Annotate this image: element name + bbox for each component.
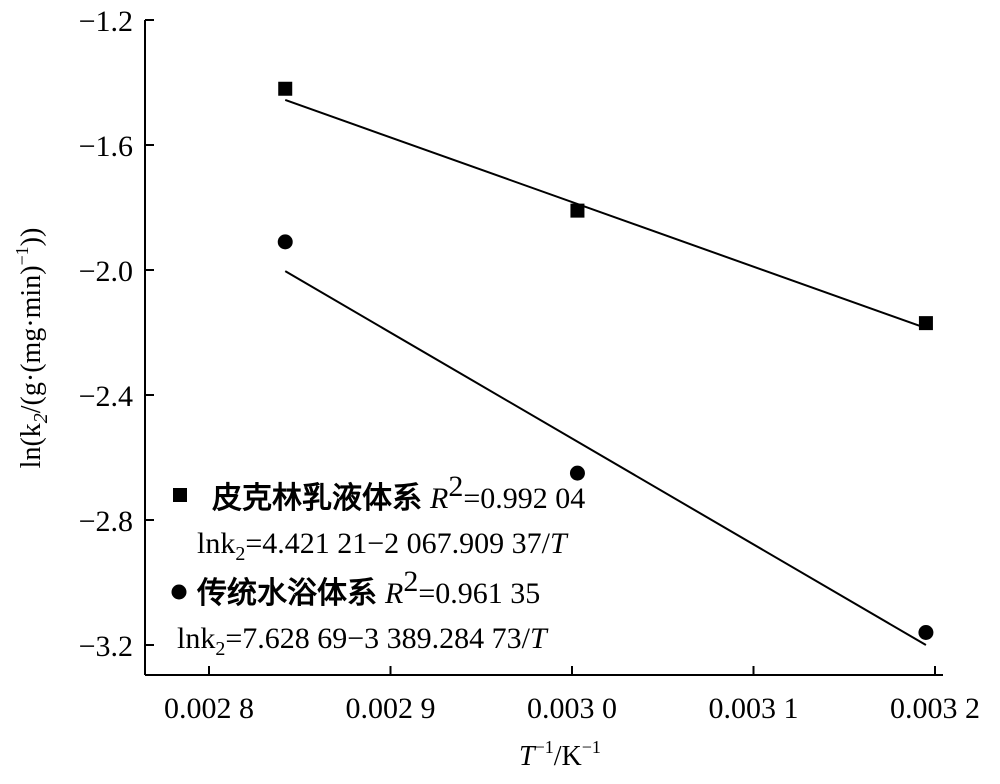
- legend-marker-circle: [171, 584, 187, 600]
- ylabel-mid: /(g·(mg·min): [16, 265, 47, 413]
- x-axis-title: T−1/K−1: [519, 737, 601, 772]
- legend-marker-square: [173, 488, 187, 502]
- x-tick-label-4: 0.003 2: [890, 692, 980, 725]
- fit-line-series-1: [284, 98, 927, 329]
- legend-entry-2: 传统水浴体系 R2=0.961 35: [196, 565, 540, 611]
- eq1-var: T: [550, 527, 569, 560]
- ylabel-suffix: )): [16, 228, 47, 247]
- legend-equation-2: lnk2=7.628 69−3 389.284 73/T: [177, 622, 549, 660]
- fit-line-series-2: [284, 270, 927, 646]
- legend-series-1-r2-value: =0.992 04: [463, 482, 585, 515]
- eq2-var: T: [530, 622, 549, 655]
- x-tick-label-3: 0.003 1: [709, 692, 799, 725]
- point-series-2-0: [277, 234, 293, 250]
- point-series-1-1: [570, 203, 585, 218]
- legend-series-2-r2-label: R: [384, 577, 403, 610]
- x-tick-label-2: 0.003 0: [527, 692, 617, 725]
- point-series-2-1: [569, 465, 585, 481]
- ylabel-prefix: ln(k: [16, 423, 47, 468]
- point-series-2-2: [918, 625, 934, 640]
- x-tick-label-1: 0.002 9: [346, 692, 436, 725]
- y-tick-label-3: −2.4: [79, 380, 133, 413]
- legend-series-2-r2-sup: 2: [403, 565, 418, 598]
- legend-series-2-name: 传统水浴体系: [196, 576, 377, 611]
- eq2-prefix: lnk: [177, 622, 215, 655]
- point-series-1-2: [918, 316, 933, 331]
- legend-entry-1: 皮克林乳液体系 R2=0.992 04: [212, 470, 585, 516]
- legend-series-1-r2-label: R: [429, 482, 448, 515]
- eq1-prefix: lnk: [197, 527, 235, 560]
- data-points: [277, 81, 934, 640]
- ylabel-sub: 2: [30, 413, 52, 423]
- xlabel-sup: −1: [535, 737, 554, 757]
- xlabel-unit-sup: −1: [582, 737, 601, 757]
- xlabel-base: T: [519, 741, 537, 772]
- y-tick-label-0: −1.2: [79, 5, 133, 38]
- legend-equation-1: lnk2=4.421 21−2 067.909 37/T: [197, 527, 569, 565]
- x-tick-label-0: 0.002 8: [164, 692, 254, 725]
- eq2-body: =7.628 69−3 389.284 73/: [225, 622, 530, 655]
- legend: 皮克林乳液体系 R2=0.992 04 lnk2=4.421 21−2 067.9…: [171, 470, 585, 660]
- fit-lines: [284, 98, 927, 646]
- y-tick-label-2: −2.0: [79, 255, 133, 288]
- xlabel-unit: /K: [554, 741, 582, 772]
- y-tick-label-4: −2.8: [79, 505, 133, 538]
- y-axis-title: ln(k2/(g·(mg·min)−1)): [12, 228, 52, 469]
- eq1-sub: 2: [235, 543, 245, 565]
- y-tick-label-5: −3.2: [79, 630, 133, 663]
- y-tick-label-1: −1.6: [79, 130, 133, 163]
- eq2-sub: 2: [215, 638, 225, 660]
- point-series-1-0: [278, 81, 293, 96]
- x-ticks: 0.002 8 0.002 9 0.003 0 0.003 1 0.003 2: [164, 666, 980, 725]
- y-ticks: −1.2 −1.6 −2.0 −2.4 −2.8 −3.2: [79, 5, 154, 663]
- eq1-body: =4.421 21−2 067.909 37/: [245, 527, 550, 560]
- legend-series-2-r2-value: =0.961 35: [418, 577, 540, 610]
- legend-series-1-name: 皮克林乳液体系: [212, 481, 422, 516]
- legend-series-1-r2-sup: 2: [448, 470, 463, 503]
- ylabel-sup: −1: [12, 246, 32, 265]
